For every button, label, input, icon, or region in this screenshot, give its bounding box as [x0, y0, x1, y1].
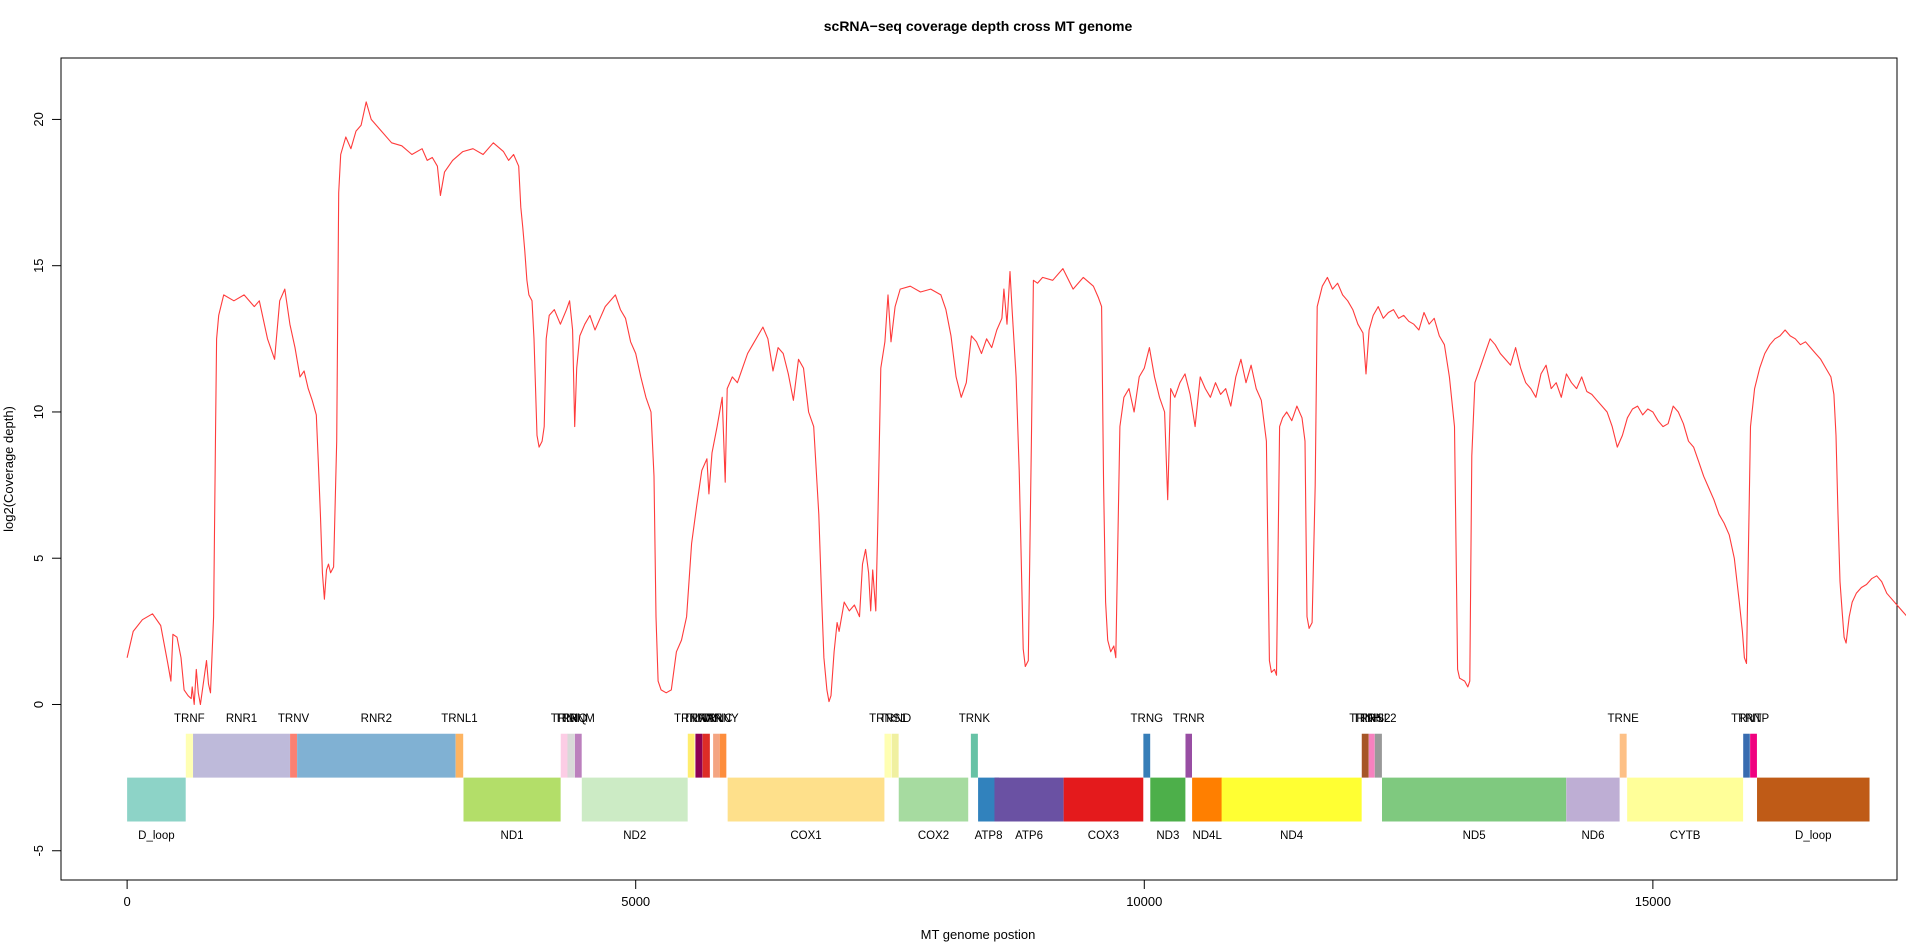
gene-label: TRNV	[278, 713, 310, 725]
gene-label: TRNN	[690, 713, 722, 725]
gene-block-trnn	[702, 733, 710, 778]
gene-block-cox1	[727, 777, 885, 822]
gene-label: TRNR	[1173, 713, 1205, 725]
gene-block-trnm	[574, 733, 582, 778]
gene-label: D_loop	[1795, 830, 1831, 842]
gene-label: RNR1	[226, 713, 257, 725]
gene-label: TRNM	[562, 713, 595, 725]
gene-block-trnc	[713, 733, 720, 778]
gene-block-rnr2	[297, 733, 456, 778]
gene-block-trnh	[1361, 733, 1369, 778]
gene-block-trnp	[1750, 733, 1757, 778]
gene-block-trni	[560, 733, 568, 778]
gene-label: TRNS2	[1353, 713, 1391, 725]
gene-block-d-loop	[1757, 777, 1870, 822]
gene-label: TRNI	[551, 713, 578, 725]
gene-block-nd4	[1221, 777, 1362, 822]
coverage-series	[126, 101, 1906, 706]
gene-label: CYTB	[1670, 830, 1701, 842]
gene-block-trnl1	[455, 733, 464, 778]
y-tick-label: 10	[31, 405, 46, 419]
gene-label: TRNQ	[555, 713, 588, 725]
gene-label: TRNP	[1738, 713, 1770, 725]
gene-block-nd6	[1566, 777, 1620, 822]
gene-label: TRNH	[1349, 713, 1381, 725]
gene-block-cytb	[1627, 777, 1744, 822]
gene-block-rnr1	[193, 733, 290, 778]
gene-label: ND3	[1156, 830, 1179, 842]
gene-label: TRNF	[174, 713, 205, 725]
gene-label: TRNC	[700, 713, 732, 725]
gene-label: COX1	[790, 830, 821, 842]
x-tick-label: 5000	[621, 894, 650, 909]
gene-block-cox3	[1063, 777, 1144, 822]
gene-label: ND5	[1463, 830, 1486, 842]
gene-block-trns2	[1368, 733, 1375, 778]
gene-block-atp8	[978, 777, 1000, 822]
gene-label: TRNY	[707, 713, 739, 725]
gene-block-trnk	[970, 733, 978, 778]
coverage-line	[126, 101, 1906, 706]
x-axis-label: MT genome postion	[921, 927, 1036, 942]
gene-block-trnf	[185, 733, 193, 778]
gene-label: TRNE	[1608, 713, 1640, 725]
gene-block-trns1	[884, 733, 892, 778]
y-tick-label: 5	[31, 555, 46, 562]
gene-block-nd3	[1150, 777, 1186, 822]
gene-block-trnw	[687, 733, 695, 778]
gene-block-cox2	[898, 777, 969, 822]
gene-block-nd1	[463, 777, 561, 822]
gene-label: TRNL1	[441, 713, 477, 725]
gene-block-d-loop	[127, 777, 186, 822]
gene-label: COX3	[1088, 830, 1119, 842]
chart-title: scRNA−seq coverage depth cross MT genome	[824, 18, 1133, 34]
gene-label: TRND	[879, 713, 911, 725]
y-tick-label: 20	[31, 112, 46, 126]
gene-block-trne	[1619, 733, 1627, 778]
gene-label: TRNS1	[869, 713, 907, 725]
gene-block-nd4l	[1192, 777, 1223, 822]
gene-block-trnv	[290, 733, 297, 778]
gene-label: TRNG	[1130, 713, 1163, 725]
gene-label: ND4	[1280, 830, 1304, 842]
y-axis: -5 0 5 10 15 20	[31, 112, 62, 857]
x-tick-label: 10000	[1126, 894, 1162, 909]
x-tick-label: 15000	[1635, 894, 1671, 909]
gene-label: TRNK	[959, 713, 991, 725]
y-tick-label: -5	[31, 845, 46, 857]
gene-label: ATP6	[1015, 830, 1043, 842]
gene-block-trnt	[1743, 733, 1750, 778]
gene-block-trng	[1143, 733, 1151, 778]
gene-label: ND6	[1581, 830, 1604, 842]
gene-block-trnr	[1185, 733, 1192, 778]
gene-label: TRNT	[1731, 713, 1762, 725]
gene-label: TRNA	[683, 713, 715, 725]
x-tick-label: 0	[123, 894, 130, 909]
gene-label: TRNW	[674, 713, 709, 725]
gene-block-trnd	[891, 733, 899, 778]
y-axis-label: log2(Coverage depth)	[1, 406, 16, 532]
y-tick-label: 0	[31, 701, 46, 708]
gene-block-trny	[719, 733, 727, 778]
gene-block-nd5	[1382, 777, 1567, 822]
gene-block-atp6	[994, 777, 1064, 822]
gene-label: TRNL2	[1360, 713, 1396, 725]
y-tick-label: 15	[31, 258, 46, 272]
gene-block-trnq	[567, 733, 575, 778]
gene-label: ND1	[501, 830, 524, 842]
gene-label: ND2	[623, 830, 646, 842]
gene-label: ATP8	[975, 830, 1003, 842]
gene-label: D_loop	[138, 830, 174, 842]
gene-block-trna	[695, 733, 703, 778]
gene-label: RNR2	[361, 713, 392, 725]
gene-label: ND4L	[1192, 830, 1222, 842]
x-axis: 0 5000 10000 15000	[123, 879, 1671, 909]
gene-block-trnl2	[1374, 733, 1382, 778]
gene-label: COX2	[918, 830, 949, 842]
gene-block-nd2	[581, 777, 688, 822]
